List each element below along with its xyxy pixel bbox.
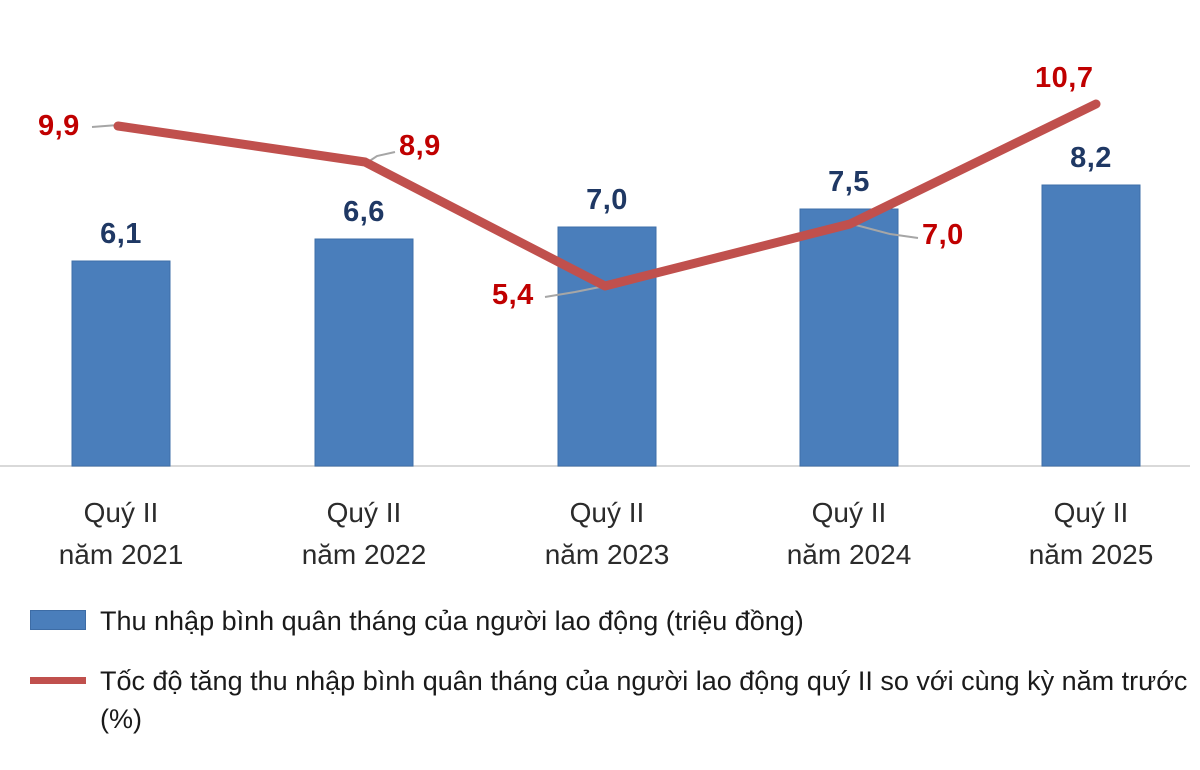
category-label-2024: Quý II năm 2024 <box>787 492 912 576</box>
category-line1-2025: Quý II <box>1053 497 1129 528</box>
category-line1-2023: Quý II <box>569 497 645 528</box>
legend-label-growth: Tốc độ tăng thu nhập bình quân tháng của… <box>100 666 1188 734</box>
bar-2024 <box>799 208 899 467</box>
legend-item-growth: Tốc độ tăng thu nhập bình quân tháng của… <box>30 662 1200 738</box>
plot-area: 6,1 6,6 7,0 7,5 8,2 9,9 8,9 5,4 7,0 10,7 <box>0 62 1190 467</box>
bar-label-2021: 6,1 <box>100 218 142 250</box>
legend-bar-swatch-icon <box>30 610 86 630</box>
chart-legend: Thu nhập bình quân tháng của người lao đ… <box>0 592 1200 770</box>
leader-5-4 <box>544 285 606 298</box>
line-label-2025: 10,7 <box>1035 62 1094 94</box>
category-line2-2024: năm 2024 <box>786 539 912 570</box>
line-label-2022: 8,9 <box>399 130 441 162</box>
bar-2021 <box>71 260 171 467</box>
legend-line-swatch-icon <box>30 677 86 684</box>
leader-7-0 <box>851 223 919 239</box>
bar-2022 <box>314 238 414 467</box>
bar-label-2025: 8,2 <box>1070 142 1112 174</box>
bar-2025 <box>1041 184 1141 467</box>
category-label-2023: Quý II năm 2023 <box>545 492 670 576</box>
category-label-2022: Quý II năm 2022 <box>302 492 427 576</box>
category-axis: Quý II năm 2021 Quý II năm 2022 Quý II n… <box>0 470 1200 590</box>
bar-series <box>71 184 1141 467</box>
chart-canvas <box>0 99 1190 467</box>
category-line2-2022: năm 2022 <box>301 539 427 570</box>
category-line1-2022: Quý II <box>326 497 402 528</box>
category-line2-2023: năm 2023 <box>544 539 670 570</box>
label-leader-lines <box>91 124 919 298</box>
category-line1-2024: Quý II <box>811 497 887 528</box>
category-line2-2025: năm 2025 <box>1028 539 1154 570</box>
line-label-2021: 9,9 <box>38 110 80 142</box>
bar-2023 <box>557 226 657 467</box>
line-label-2023: 5,4 <box>492 279 534 311</box>
line-label-2024: 7,0 <box>922 219 964 251</box>
category-label-2021: Quý II năm 2021 <box>59 492 184 576</box>
legend-label-income: Thu nhập bình quân tháng của người lao đ… <box>100 606 804 636</box>
category-line1-2021: Quý II <box>83 497 159 528</box>
bar-label-2023: 7,0 <box>586 184 628 216</box>
bar-label-2022: 6,6 <box>343 196 385 228</box>
line-series-growth-rate <box>113 99 1101 291</box>
bar-label-2024: 7,5 <box>828 166 870 198</box>
legend-item-income: Thu nhập bình quân tháng của người lao đ… <box>30 602 804 640</box>
category-line2-2021: năm 2021 <box>58 539 184 570</box>
category-label-2025: Quý II năm 2025 <box>1029 492 1154 576</box>
